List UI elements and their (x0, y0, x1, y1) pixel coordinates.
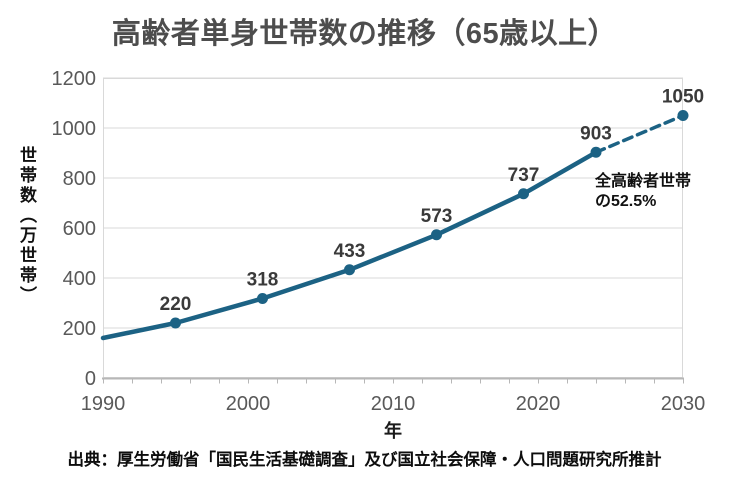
data-point (257, 293, 268, 304)
x-tick-label: 2000 (226, 393, 271, 415)
y-tick-label: 0 (85, 368, 96, 390)
x-tick-label: 2020 (516, 393, 561, 415)
data-point (344, 264, 355, 276)
data-point-label: 903 (580, 123, 612, 144)
x-tick-label: 2030 (661, 393, 706, 415)
data-point-label: 737 (508, 165, 540, 186)
data-point-label: 1050 (662, 87, 704, 108)
y-tick-label: 1000 (52, 118, 97, 140)
annotation-line1: 全高齢者世帯 (595, 173, 692, 190)
annotation-share: 全高齢者世帯 の52.5% (595, 172, 691, 212)
chart-title: 高齢者単身世帯数の推移（65歳以上） (111, 18, 618, 50)
data-point (431, 229, 442, 241)
data-point-label: 573 (421, 206, 453, 227)
y-tick-label: 200 (63, 318, 96, 340)
y-tick-label: 600 (63, 218, 96, 240)
data-point-label: 220 (160, 294, 192, 315)
series-line-projected (594, 113, 685, 155)
data-point (518, 188, 529, 200)
x-tick-label: 1990 (81, 393, 126, 415)
y-axis-title: 世帯数（万世帯） (17, 146, 36, 306)
y-tick-label: 800 (63, 168, 96, 190)
data-point-label: 318 (247, 270, 279, 291)
data-point (590, 146, 602, 158)
x-axis-title: 年 (384, 421, 402, 441)
data-point (170, 317, 181, 329)
data-point (677, 110, 689, 121)
source-note: 出典：厚生労働省「国民生活基礎調査」及び国立社会保障・人口問題研究所推計 (67, 451, 662, 469)
y-tick-label: 1200 (52, 68, 97, 90)
data-point-label: 433 (334, 241, 366, 262)
annotation-line2: の52.5% (595, 193, 657, 210)
x-tick-label: 2010 (371, 393, 416, 415)
y-tick-label: 400 (63, 268, 96, 290)
